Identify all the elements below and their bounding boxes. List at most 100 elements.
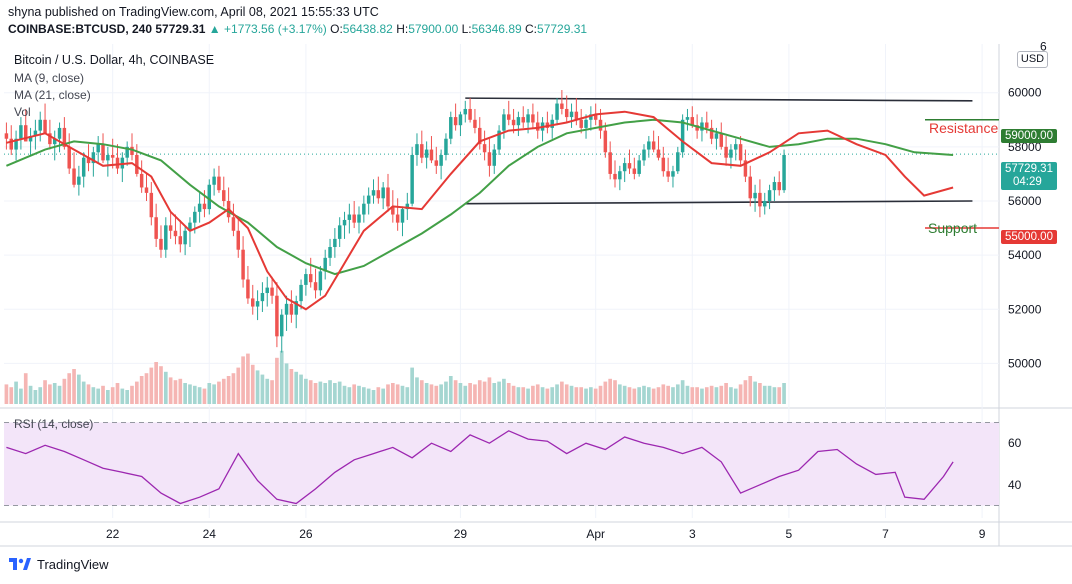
volume-bar — [535, 384, 540, 404]
ma9-legend[interactable]: MA (9, close) — [14, 71, 85, 85]
volume-bar — [733, 388, 738, 404]
symbol-line: COINBASE:BTCUSD, 240 — [8, 22, 153, 36]
candle-body — [579, 119, 583, 128]
ma21-line — [6, 118, 954, 276]
volume-bar — [134, 381, 139, 404]
candle-body — [555, 103, 559, 120]
volume-bar — [33, 390, 38, 404]
volume-bar — [149, 367, 154, 404]
volume-bar — [521, 387, 526, 404]
candle-body — [453, 117, 458, 126]
volume-bar — [270, 380, 274, 404]
low-value: 56346.89 — [471, 22, 522, 36]
candle-body — [284, 303, 289, 315]
volume-bar — [729, 387, 733, 404]
volume-bar — [506, 383, 511, 404]
volume-bar — [675, 384, 680, 404]
candle-body — [289, 303, 294, 315]
tradingview-logo[interactable]: TradingView — [8, 556, 109, 572]
bar-countdown: 04:29 — [1013, 176, 1042, 188]
ma21-legend[interactable]: MA (21, close) — [14, 88, 91, 102]
time-tick-label: 3 — [689, 527, 696, 541]
rsi-legend[interactable]: RSI (14, close) — [14, 417, 94, 431]
volume-bar — [386, 384, 390, 404]
candle-body — [642, 149, 646, 161]
candle-body — [38, 119, 42, 131]
candle-body — [695, 125, 699, 131]
candles[interactable] — [4, 90, 786, 353]
candle-body — [497, 130, 501, 150]
candle-body — [72, 168, 76, 185]
volume-bar — [125, 390, 130, 404]
candle-body — [275, 295, 279, 337]
volume-bar — [690, 387, 695, 404]
candle-body — [183, 230, 187, 245]
volume-bar — [130, 385, 134, 404]
volume-bar — [110, 387, 115, 404]
candle-body — [463, 108, 468, 115]
candle-body — [342, 219, 347, 226]
candle-body — [656, 149, 661, 158]
price-tick-label-partial: 6 — [1040, 40, 1047, 54]
price-tick-label: 56000 — [1008, 194, 1042, 208]
volume-bar — [477, 380, 482, 404]
volume-bar — [265, 378, 270, 404]
candle-body — [700, 122, 704, 131]
candle-body — [502, 114, 506, 131]
rsi-band — [4, 422, 999, 506]
volume-bar — [168, 377, 173, 404]
candle-body — [666, 171, 670, 177]
candle-body — [424, 149, 429, 158]
candle-body — [328, 247, 332, 258]
volume-bar — [279, 350, 284, 404]
volume-bar — [719, 385, 724, 404]
candle-body — [202, 203, 207, 210]
volume-bar — [424, 383, 429, 404]
candle-body — [376, 190, 381, 199]
volume-bar — [584, 388, 588, 404]
candle-body — [77, 176, 81, 185]
volume-bar — [159, 366, 163, 404]
candle-body — [444, 138, 448, 155]
volume-bar — [704, 387, 709, 404]
time-tick-label: 26 — [299, 527, 313, 541]
volume-legend[interactable]: Vol — [14, 105, 31, 119]
volume-bar — [637, 387, 641, 404]
volume-bar — [178, 378, 183, 404]
candle-body — [449, 117, 453, 139]
candle-body — [164, 225, 168, 250]
candle-body — [593, 114, 598, 120]
candle-body — [381, 187, 385, 199]
volume-bar — [598, 385, 603, 404]
volume-bar — [197, 387, 202, 404]
volume-bars — [4, 350, 786, 404]
currency-badge[interactable]: USD — [1017, 51, 1048, 68]
volume-bar — [342, 385, 347, 404]
rsi-tick-label: 60 — [1008, 436, 1022, 450]
candle-body — [516, 117, 521, 126]
volume-bar — [743, 380, 748, 404]
volume-bar — [545, 388, 550, 404]
support-label: Support — [928, 220, 978, 236]
candle-body — [246, 279, 250, 299]
candle-body — [197, 203, 202, 212]
volume-bar — [28, 385, 33, 404]
volume-bar — [212, 384, 216, 404]
volume-bar — [434, 385, 439, 404]
candle-body — [395, 214, 400, 223]
price-tick-label: 54000 — [1008, 248, 1042, 262]
volume-bar — [9, 387, 14, 404]
candle-body — [613, 173, 617, 180]
tradingview-brand: TradingView — [37, 556, 109, 572]
volume-bar — [52, 383, 57, 404]
candle-body — [705, 122, 709, 128]
candle-body — [719, 133, 724, 147]
candle-body — [294, 301, 298, 315]
volume-bar — [453, 380, 458, 404]
volume-bar — [646, 387, 651, 404]
volume-bar — [444, 381, 448, 404]
volume-bar — [695, 387, 699, 404]
candle-body — [734, 144, 738, 150]
volume-bar — [487, 377, 492, 404]
